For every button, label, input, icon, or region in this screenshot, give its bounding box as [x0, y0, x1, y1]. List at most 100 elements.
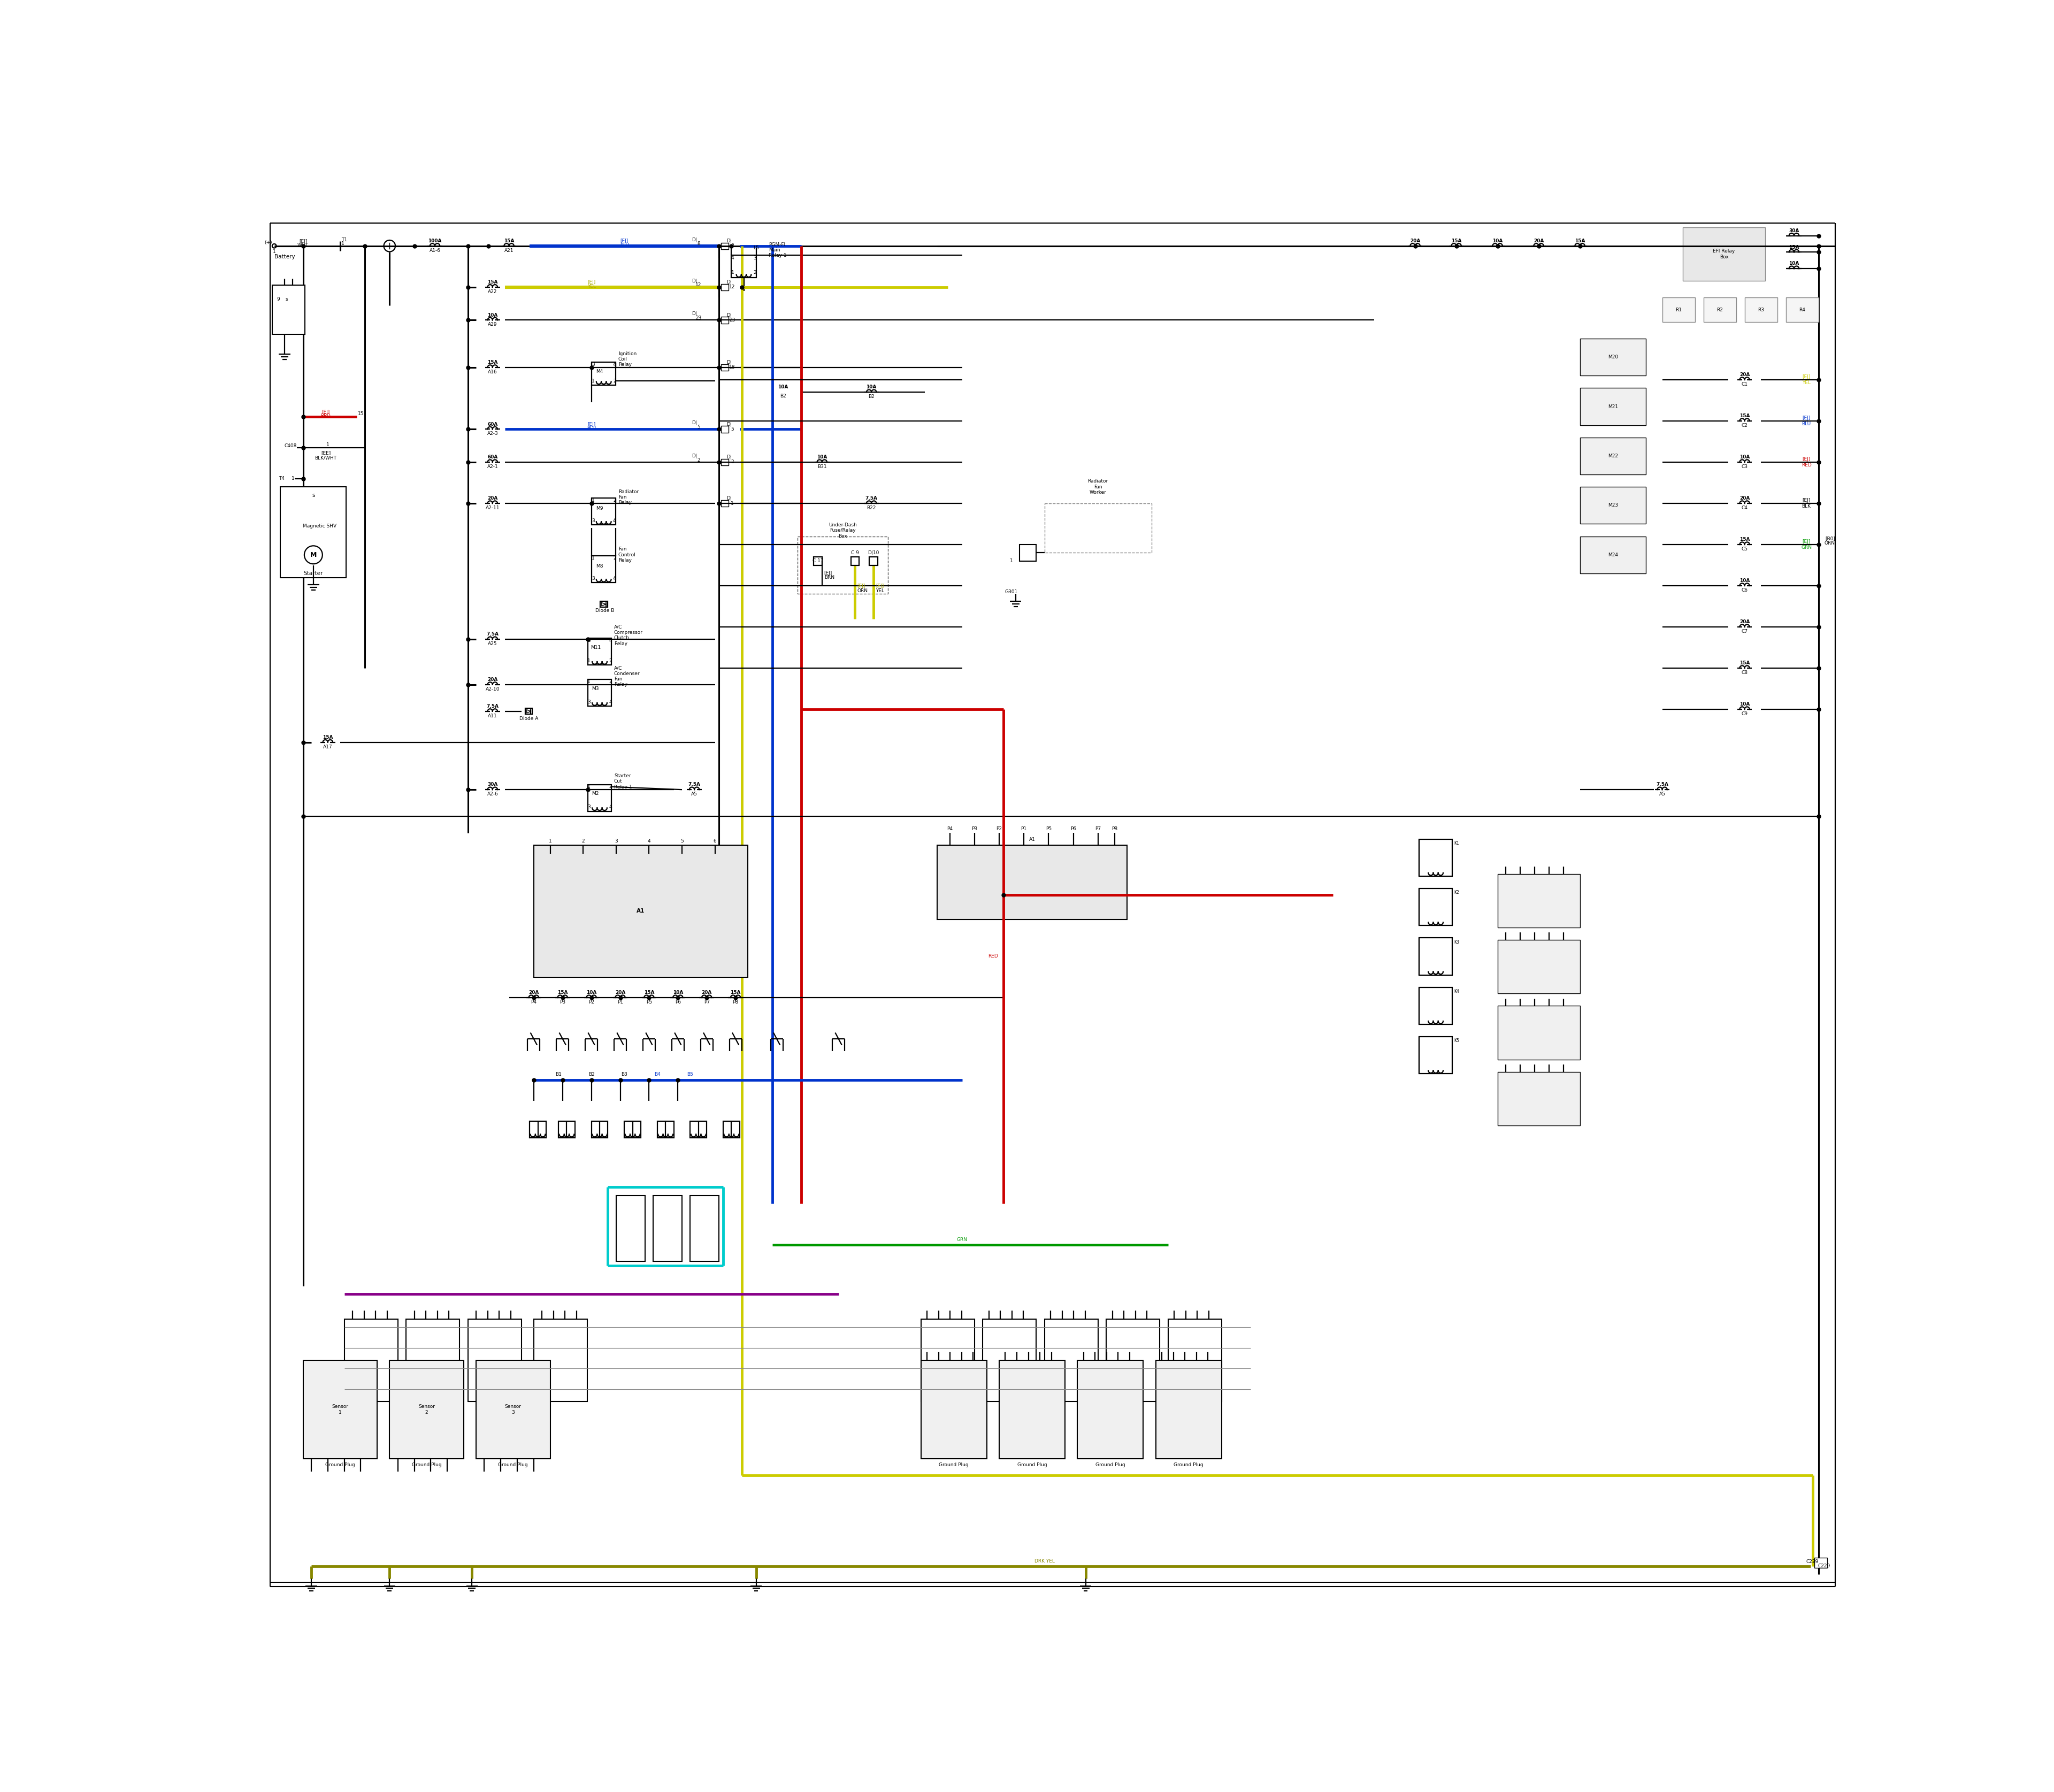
Text: 15: 15	[357, 410, 364, 416]
Text: P8: P8	[1111, 826, 1117, 831]
Text: 3: 3	[614, 839, 618, 844]
Text: Starter: Starter	[304, 570, 322, 575]
Text: Ground Plug: Ground Plug	[325, 1462, 355, 1468]
Text: 1: 1	[327, 443, 329, 448]
Text: 3: 3	[754, 256, 756, 260]
Bar	[526, 708, 532, 715]
Text: 100A: 100A	[427, 238, 442, 244]
Text: 2: 2	[608, 785, 612, 788]
Text: C9: C9	[1742, 711, 1748, 717]
Text: P6: P6	[1070, 826, 1076, 831]
Bar	[624, 1122, 641, 1138]
Bar	[390, 1360, 464, 1459]
Text: B22: B22	[867, 505, 877, 511]
Bar	[1419, 987, 1452, 1025]
Text: 2: 2	[612, 378, 616, 383]
Text: A11: A11	[487, 713, 497, 719]
Text: BLU: BLU	[620, 242, 629, 247]
Text: Ground Plug: Ground Plug	[411, 1462, 442, 1468]
Bar	[587, 785, 612, 812]
Text: Fan
Control
Relay: Fan Control Relay	[618, 547, 635, 563]
Bar	[721, 364, 729, 371]
Bar	[534, 846, 748, 977]
Text: Radiator
Fan
Worker: Radiator Fan Worker	[1089, 478, 1109, 495]
Text: Ignition
Coil
Relay: Ignition Coil Relay	[618, 351, 637, 367]
Text: Ground Plug: Ground Plug	[1017, 1462, 1048, 1468]
Text: K4: K4	[1454, 989, 1460, 995]
Text: 20A: 20A	[702, 991, 713, 995]
Text: [EI]: [EI]	[300, 238, 308, 244]
Text: D|10: D|10	[867, 550, 879, 556]
Text: A2-11: A2-11	[485, 505, 499, 511]
Text: 10A: 10A	[487, 314, 497, 317]
Text: A/C
Compressor
Clutch
Relay: A/C Compressor Clutch Relay	[614, 624, 643, 645]
Bar	[1497, 874, 1580, 928]
Text: 1: 1	[587, 785, 589, 788]
Text: D|: D|	[727, 496, 731, 500]
Text: 1: 1	[592, 556, 594, 561]
Text: 20A: 20A	[1740, 620, 1750, 624]
Text: M20: M20	[1608, 355, 1619, 360]
Text: 4: 4	[612, 362, 616, 367]
Text: [EJ]: [EJ]	[857, 584, 865, 588]
Text: A22: A22	[489, 289, 497, 294]
Text: 23: 23	[696, 315, 702, 321]
Text: Ground Plug: Ground Plug	[939, 1462, 969, 1468]
Text: 15A: 15A	[1740, 661, 1750, 665]
Text: A16: A16	[487, 369, 497, 375]
Text: C4: C4	[1742, 505, 1748, 511]
Text: L5: L5	[754, 246, 760, 251]
Text: M3: M3	[592, 686, 600, 692]
Text: 1: 1	[731, 502, 733, 505]
Text: C229: C229	[1818, 1564, 1830, 1568]
Text: D|: D|	[727, 238, 731, 244]
Text: 60A: 60A	[487, 455, 497, 459]
Bar	[1785, 297, 1818, 323]
Text: A29: A29	[489, 323, 497, 326]
Text: 12: 12	[729, 285, 735, 290]
Text: B1: B1	[555, 1072, 561, 1077]
Text: P3: P3	[972, 826, 978, 831]
Bar	[273, 285, 306, 335]
Text: D|: D|	[727, 280, 731, 285]
Bar	[616, 1195, 645, 1262]
Text: YEL: YEL	[587, 283, 596, 289]
Text: BLK/WHT: BLK/WHT	[314, 455, 337, 461]
Text: 4: 4	[612, 518, 616, 523]
Text: G301: G301	[1004, 590, 1019, 595]
Text: 18: 18	[729, 366, 735, 369]
Text: A2-10: A2-10	[485, 686, 499, 692]
Text: B4: B4	[653, 1072, 661, 1077]
Text: 1: 1	[548, 839, 553, 844]
Bar	[1580, 536, 1645, 573]
Text: 5: 5	[696, 425, 700, 430]
Text: [EJ]
BLU: [EJ] BLU	[1801, 416, 1812, 426]
Text: A1-6: A1-6	[429, 247, 440, 253]
Text: D|: D|	[692, 312, 696, 317]
Text: D|: D|	[727, 314, 731, 317]
Text: [B0]: [B0]	[1826, 536, 1834, 541]
Text: D|: D|	[727, 360, 731, 366]
Text: R2: R2	[1717, 308, 1723, 312]
Text: 4: 4	[608, 805, 612, 810]
Bar	[690, 1122, 707, 1138]
Bar	[1419, 889, 1452, 925]
Text: Ground Plug: Ground Plug	[1173, 1462, 1204, 1468]
Text: [EJ]
RED: [EJ] RED	[1801, 457, 1812, 468]
Bar	[1497, 1005, 1580, 1059]
Bar	[721, 459, 729, 466]
Text: 10A: 10A	[778, 385, 789, 389]
Text: C1: C1	[1742, 382, 1748, 387]
Text: 4: 4	[612, 575, 616, 581]
Bar	[1580, 437, 1645, 475]
Text: 20A: 20A	[487, 677, 497, 683]
Text: 3: 3	[592, 362, 594, 367]
Text: Radiator
Fan
Relay: Radiator Fan Relay	[618, 489, 639, 505]
Bar	[600, 602, 608, 607]
Bar	[721, 283, 729, 290]
Text: 10A: 10A	[585, 991, 596, 995]
Bar	[937, 846, 1128, 919]
Text: s: s	[286, 297, 288, 301]
Text: P7: P7	[1095, 826, 1101, 831]
Text: M4: M4	[596, 369, 604, 375]
